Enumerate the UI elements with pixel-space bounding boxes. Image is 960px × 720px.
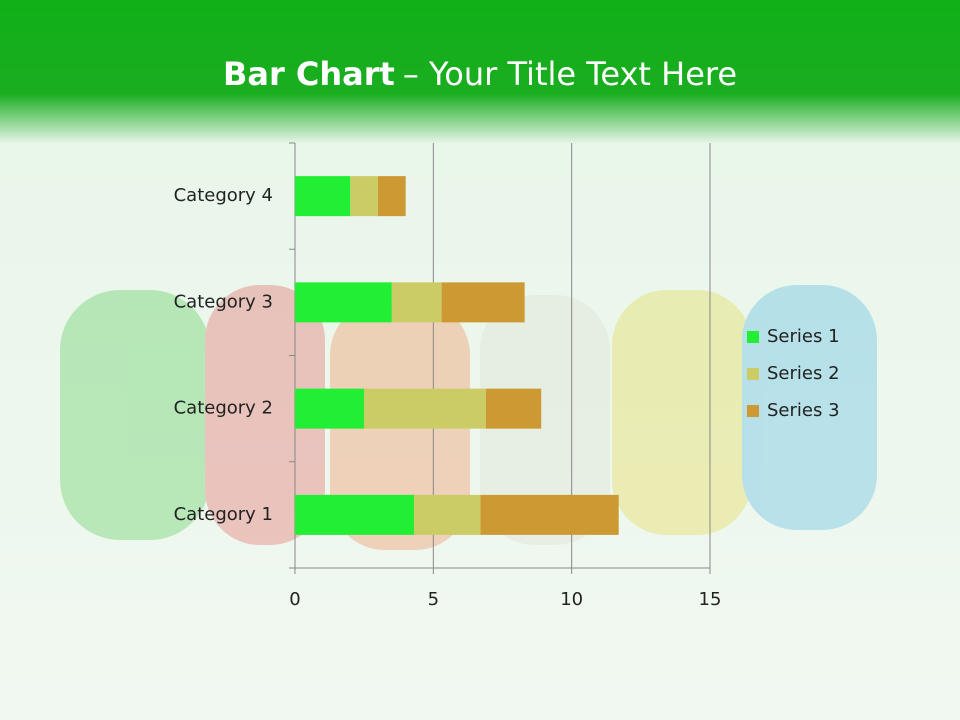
title-bold: Bar Chart: [223, 55, 395, 93]
bar-segment: [485, 388, 542, 429]
bar-segment: [378, 176, 406, 217]
bar-segment: [480, 494, 619, 535]
bar-segment: [295, 282, 392, 323]
bar-segment: [364, 388, 486, 429]
x-tick-label: 15: [699, 589, 722, 610]
legend-label: Series 1: [767, 326, 840, 347]
y-tick-label: Category 2: [174, 398, 273, 419]
x-tick-label: 0: [289, 589, 300, 610]
bar-segment: [295, 494, 414, 535]
bar-segment: [295, 388, 365, 429]
legend-swatch: [747, 368, 759, 380]
x-tick-label: 10: [560, 589, 583, 610]
bar-segment: [350, 176, 378, 217]
bar-segment: [441, 282, 525, 323]
bar-segment: [295, 176, 351, 217]
legend-label: Series 2: [767, 363, 840, 384]
y-tick-label: Category 3: [174, 291, 273, 312]
bar-segment: [391, 282, 442, 323]
y-tick-label: Category 4: [174, 185, 273, 206]
title-rest: – Your Title Text Here: [403, 55, 737, 93]
chart-title: Bar Chart – Your Title Text Here: [223, 55, 737, 93]
x-tick-label: 5: [428, 589, 439, 610]
legend-swatch: [747, 331, 759, 343]
legend-swatch: [747, 405, 759, 417]
y-tick-label: Category 1: [174, 504, 273, 525]
bar-segment: [413, 494, 481, 535]
legend-label: Series 3: [767, 400, 840, 421]
